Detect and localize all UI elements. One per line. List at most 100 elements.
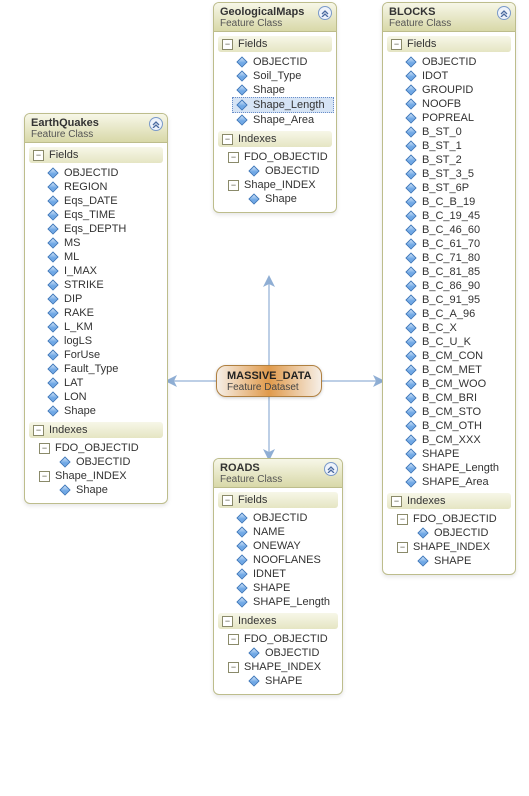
feature-class-panel-geologicalmaps[interactable]: GeologicalMapsFeature Class −Fields OBJECT… — [213, 2, 337, 213]
field-item[interactable]: REGION — [27, 180, 165, 194]
field-item[interactable]: B_CM_XXX — [385, 433, 513, 447]
panel-header[interactable]: BLOCKSFeature Class — [383, 3, 515, 32]
collapse-toggle-icon[interactable]: − — [228, 634, 239, 645]
field-item[interactable]: ML — [27, 250, 165, 264]
field-item[interactable]: SHAPE_Length — [216, 595, 340, 609]
field-item[interactable]: Eqs_TIME — [27, 208, 165, 222]
index-field-item[interactable]: Shape — [216, 192, 334, 206]
field-item[interactable]: IDNET — [216, 567, 340, 581]
field-item[interactable]: B_C_X — [385, 321, 513, 335]
feature-class-panel-roads[interactable]: ROADSFeature Class −Fields OBJECTIDNAMEONE… — [213, 458, 343, 695]
collapse-toggle-icon[interactable]: − — [228, 662, 239, 673]
indexes-section-header[interactable]: −Indexes — [387, 493, 511, 509]
dataset-node-massive-data[interactable]: MASSIVE_DATA Feature Dataset — [216, 365, 322, 397]
field-item[interactable]: NOOFLANES — [216, 553, 340, 567]
collapse-toggle-icon[interactable]: − — [39, 443, 50, 454]
field-item[interactable]: B_C_71_80 — [385, 251, 513, 265]
field-item[interactable]: B_ST_0 — [385, 125, 513, 139]
field-item[interactable]: Shape — [216, 83, 334, 97]
field-item[interactable]: LON — [27, 390, 165, 404]
field-item[interactable]: OBJECTID — [216, 55, 334, 69]
panel-header[interactable]: EarthQuakesFeature Class — [25, 114, 167, 143]
index-group[interactable]: −SHAPE_INDEX — [216, 660, 340, 674]
field-item[interactable]: B_ST_6P — [385, 181, 513, 195]
field-item[interactable]: B_C_81_85 — [385, 265, 513, 279]
panel-header[interactable]: GeologicalMapsFeature Class — [214, 3, 336, 32]
field-item[interactable]: MS — [27, 236, 165, 250]
indexes-section-header[interactable]: −Indexes — [218, 131, 332, 147]
panel-collapse-button[interactable] — [318, 6, 332, 20]
index-field-item[interactable]: Shape — [27, 483, 165, 497]
field-item[interactable]: OBJECTID — [385, 55, 513, 69]
collapse-toggle-icon[interactable]: − — [222, 39, 233, 50]
collapse-toggle-icon[interactable]: − — [222, 616, 233, 627]
field-item[interactable]: IDOT — [385, 69, 513, 83]
fields-section-header[interactable]: −Fields — [218, 36, 332, 52]
index-group[interactable]: −Shape_INDEX — [27, 469, 165, 483]
index-group[interactable]: −FDO_OBJECTID — [216, 632, 340, 646]
feature-class-panel-blocks[interactable]: BLOCKSFeature Class−FieldsOBJECTIDIDOTGR… — [382, 2, 516, 575]
index-group[interactable]: −SHAPE_INDEX — [385, 540, 513, 554]
field-item[interactable]: B_C_86_90 — [385, 279, 513, 293]
field-item[interactable]: B_CM_MET — [385, 363, 513, 377]
field-item[interactable]: SHAPE — [385, 447, 513, 461]
collapse-toggle-icon[interactable]: − — [222, 495, 233, 506]
field-item[interactable]: NAME — [216, 525, 340, 539]
field-item[interactable]: B_C_A_96 — [385, 307, 513, 321]
field-item[interactable]: Fault_Type — [27, 362, 165, 376]
field-item[interactable]: SHAPE_Length — [385, 461, 513, 475]
field-item[interactable]: I_MAX — [27, 264, 165, 278]
collapse-toggle-icon[interactable]: − — [397, 542, 408, 553]
field-item[interactable]: Shape_Area — [216, 113, 334, 127]
collapse-toggle-icon[interactable]: − — [228, 152, 239, 163]
field-item[interactable]: DIP — [27, 292, 165, 306]
index-field-item[interactable]: SHAPE — [385, 554, 513, 568]
field-item[interactable]: B_CM_BRI — [385, 391, 513, 405]
field-item[interactable]: Eqs_DATE — [27, 194, 165, 208]
index-field-item[interactable]: OBJECTID — [27, 455, 165, 469]
field-item[interactable]: RAKE — [27, 306, 165, 320]
field-item[interactable]: B_CM_STO — [385, 405, 513, 419]
field-item[interactable]: B_CM_CON — [385, 349, 513, 363]
index-group[interactable]: −FDO_OBJECTID — [385, 512, 513, 526]
field-item[interactable]: B_C_91_95 — [385, 293, 513, 307]
index-group[interactable]: −FDO_OBJECTID — [216, 150, 334, 164]
field-item[interactable]: SHAPE_Area — [385, 475, 513, 489]
fields-section-header[interactable]: −Fields — [218, 492, 338, 508]
field-item[interactable]: Eqs_DEPTH — [27, 222, 165, 236]
field-item[interactable]: B_C_46_60 — [385, 223, 513, 237]
collapse-toggle-icon[interactable]: − — [33, 425, 44, 436]
collapse-toggle-icon[interactable]: − — [222, 134, 233, 145]
index-field-item[interactable]: OBJECTID — [385, 526, 513, 540]
collapse-toggle-icon[interactable]: − — [39, 471, 50, 482]
field-item[interactable]: LAT — [27, 376, 165, 390]
field-item[interactable]: ONEWAY — [216, 539, 340, 553]
field-item[interactable]: B_C_B_19 — [385, 195, 513, 209]
field-item[interactable]: B_C_19_45 — [385, 209, 513, 223]
field-item[interactable]: GROUPID — [385, 83, 513, 97]
field-item[interactable]: SHAPE — [216, 581, 340, 595]
panel-collapse-button[interactable] — [497, 6, 511, 20]
collapse-toggle-icon[interactable]: − — [397, 514, 408, 525]
indexes-section-header[interactable]: −Indexes — [218, 613, 338, 629]
field-item[interactable]: ForUse — [27, 348, 165, 362]
field-item[interactable]: B_CM_OTH — [385, 419, 513, 433]
panel-collapse-button[interactable] — [149, 117, 163, 131]
feature-class-panel-earthquakes[interactable]: EarthQuakesFeature Class−FieldsOBJECTIDR… — [24, 113, 168, 504]
index-field-item[interactable]: OBJECTID — [216, 164, 334, 178]
field-item[interactable]: NOOFB — [385, 97, 513, 111]
field-item[interactable]: L_KM — [27, 320, 165, 334]
field-item[interactable]: Shape — [27, 404, 165, 418]
field-item[interactable]: OBJECTID — [27, 166, 165, 180]
collapse-toggle-icon[interactable]: − — [391, 496, 402, 507]
field-item[interactable]: logLS — [27, 334, 165, 348]
field-item[interactable]: STRIKE — [27, 278, 165, 292]
field-item[interactable]: B_C_61_70 — [385, 237, 513, 251]
fields-section-header[interactable]: −Fields — [29, 147, 163, 163]
field-item[interactable]: B_CM_WOO — [385, 377, 513, 391]
field-item[interactable]: OBJECTID — [216, 511, 340, 525]
panel-header[interactable]: ROADSFeature Class — [214, 459, 342, 488]
index-field-item[interactable]: SHAPE — [216, 674, 340, 688]
collapse-toggle-icon[interactable]: − — [33, 150, 44, 161]
field-item[interactable]: B_ST_2 — [385, 153, 513, 167]
